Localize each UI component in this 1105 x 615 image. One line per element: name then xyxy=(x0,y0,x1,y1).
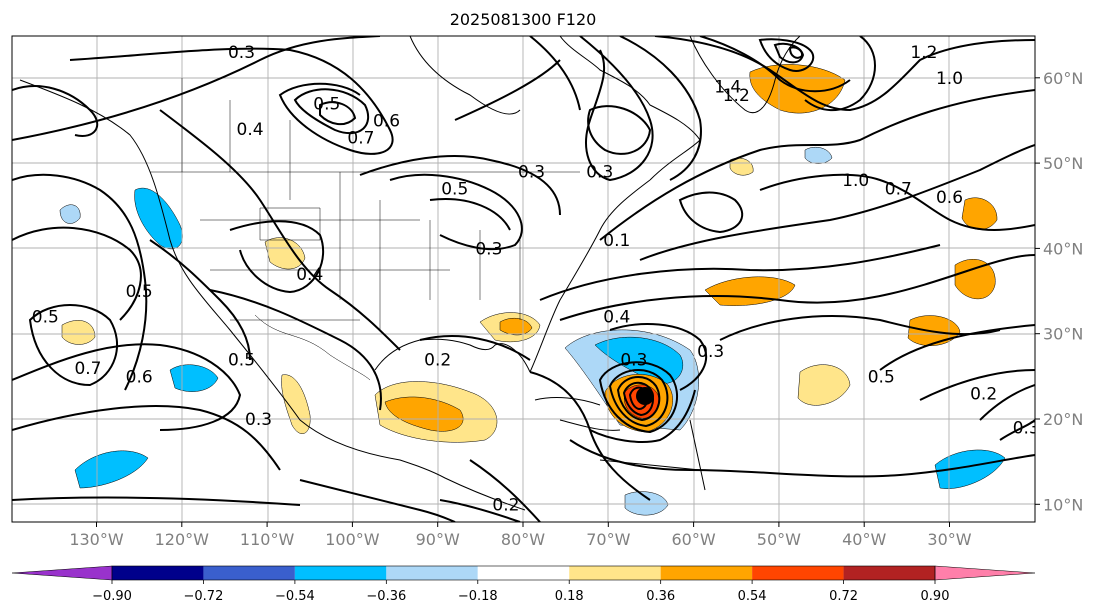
colorbar-tick-label: 0.18 xyxy=(555,589,584,604)
colorbar: −0.90 −0.72 −0.54 −0.36 −0.18 0.18 0.36 0.54 0.7… xyxy=(11,565,1036,604)
contour-label: 0.3 xyxy=(586,163,613,183)
colorbar-segment xyxy=(569,566,661,580)
contour-label: 0.3 xyxy=(245,410,272,430)
colorbar-segment xyxy=(752,566,844,580)
contour-label: 0.3 xyxy=(475,239,502,259)
lat-tick-label: 40°N xyxy=(1043,239,1083,258)
colorbar-tick-label: 0.90 xyxy=(921,589,950,604)
contour-label: 0.5 xyxy=(313,94,340,114)
contour-label: 0.5 xyxy=(228,350,255,370)
colorbar-segment xyxy=(203,566,295,580)
contour-label: 0.5 xyxy=(868,367,895,387)
contour-label: 0.2 xyxy=(970,384,997,404)
shade-blue-east-pacific xyxy=(74,450,149,489)
colorbar-tick-label: 0.36 xyxy=(646,589,675,604)
shade-blue-caribbean-south xyxy=(624,491,669,516)
shade-orange-florida xyxy=(499,317,533,336)
colorbar-tick-label: −0.90 xyxy=(92,589,132,604)
colorbar-tick-label: −0.18 xyxy=(458,589,498,604)
longitude-ticks: 130°W 120°W 110°W 100°W 90°W 80°W 70°W 60°W 50°W… xyxy=(69,522,972,549)
contour-label: 0.5 xyxy=(441,180,468,200)
lon-tick-label: 30°W xyxy=(927,530,971,549)
contour-label: 0.4 xyxy=(296,265,323,285)
colorbar-tick-label: 0.54 xyxy=(738,589,767,604)
colorbar-segment xyxy=(660,566,753,580)
contour-label: 1.4 xyxy=(714,77,741,97)
contour-label: 0.6 xyxy=(126,367,153,387)
shade-orange-east-atlantic-2 xyxy=(907,315,961,346)
contour-label: 0.5 xyxy=(126,282,153,302)
contour-label: 0.2 xyxy=(424,350,451,370)
contour-label: 0.4 xyxy=(237,120,264,140)
contour-label: 1.0 xyxy=(936,69,963,89)
shade-blue-labrador xyxy=(804,147,833,164)
shade-orange-east-atlantic-3 xyxy=(961,197,998,230)
lon-tick-label: 100°W xyxy=(325,530,380,549)
shade-yellow-west-pacific xyxy=(61,320,96,345)
contour-label: 0.3 xyxy=(228,43,255,63)
shade-yellow-greenland-tip xyxy=(729,157,754,176)
lon-tick-label: 60°W xyxy=(672,530,716,549)
lon-tick-label: 80°W xyxy=(501,530,545,549)
contour-label: 1.2 xyxy=(910,43,937,63)
colorbar-tick-label: 0.72 xyxy=(829,589,858,604)
lon-tick-label: 50°W xyxy=(757,530,801,549)
lon-tick-label: 120°W xyxy=(155,530,210,549)
contour-label: 0.4 xyxy=(603,308,630,328)
contour-label: 0.3 xyxy=(518,163,545,183)
lat-tick-label: 10°N xyxy=(1043,495,1083,514)
contour-label: 0.6 xyxy=(373,111,400,131)
shade-blue-pacific-small xyxy=(59,204,81,224)
political-borders xyxy=(150,78,580,381)
shade-yellow-mid-atlantic xyxy=(797,364,851,406)
colorbar-segment xyxy=(386,566,478,580)
contour-label: 0.7 xyxy=(74,359,101,379)
shaded-anomalies xyxy=(59,64,1006,516)
contour-label: 1.0 xyxy=(842,171,869,191)
contour-label: 0.3 xyxy=(620,350,647,370)
latitude-ticks: 60°N 50°N 40°N 30°N 20°N 10°N xyxy=(1035,69,1083,514)
lon-tick-label: 40°W xyxy=(842,530,886,549)
colorbar-outline xyxy=(111,565,936,581)
contour-lines xyxy=(12,36,1035,522)
shade-yellow-rockies xyxy=(264,237,306,270)
colorbar-tick-label: −0.54 xyxy=(275,589,315,604)
lat-tick-label: 30°N xyxy=(1043,325,1083,344)
contour-label: 0.7 xyxy=(347,129,374,149)
lat-tick-label: 60°N xyxy=(1043,69,1083,88)
lon-tick-label: 90°W xyxy=(416,530,460,549)
contour-label: 0.2 xyxy=(492,495,519,515)
contour-labels: 0.30.50.4 0.70.60.3 0.30.51.41.21.21.01.0 0… xyxy=(32,43,1040,515)
colorbar-extend-low xyxy=(11,565,113,581)
lat-tick-label: 50°N xyxy=(1043,154,1083,173)
contour-label: 1.2 xyxy=(723,86,750,106)
lon-tick-label: 130°W xyxy=(69,530,124,549)
colorbar-extend-high xyxy=(934,565,1036,581)
colorbar-segment xyxy=(843,566,935,580)
map-background xyxy=(12,36,1035,522)
contour-label: 0.3 xyxy=(1013,419,1040,439)
storm-center-marker xyxy=(636,387,654,405)
contour-label: 0.1 xyxy=(603,231,630,251)
coastlines xyxy=(19,36,801,511)
colorbar-segment xyxy=(112,566,204,580)
contour-label: 0.7 xyxy=(885,180,912,200)
colorbar-tick-label: −0.72 xyxy=(184,589,224,604)
lat-tick-label: 20°N xyxy=(1043,410,1083,429)
chart-title: 2025081300 F120 xyxy=(450,10,597,29)
colorbar-segment xyxy=(294,566,387,580)
colorbar-tick-label: −0.36 xyxy=(366,589,406,604)
lon-tick-label: 110°W xyxy=(240,530,295,549)
contour-label: 0.3 xyxy=(697,342,724,362)
contour-label: 0.5 xyxy=(32,308,59,328)
lon-tick-label: 70°W xyxy=(586,530,630,549)
contour-label: 0.6 xyxy=(936,188,963,208)
colorbar-segment xyxy=(477,566,570,580)
shade-blue-east-atlantic xyxy=(934,449,1006,489)
shade-orange-east-atlantic-1 xyxy=(954,259,996,300)
